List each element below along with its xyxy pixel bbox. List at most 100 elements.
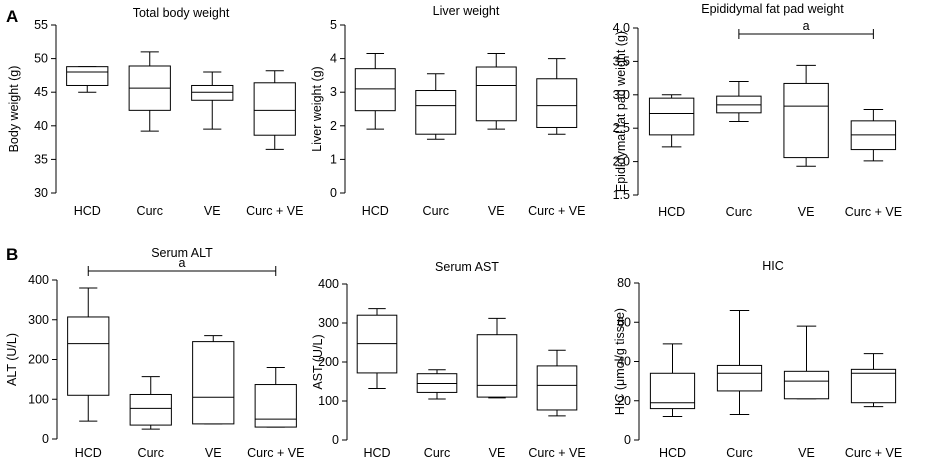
y-tick-label: 30 bbox=[34, 186, 48, 200]
y-tick-label: 100 bbox=[28, 392, 49, 406]
iqr-box bbox=[192, 341, 235, 425]
y-tick-label: 300 bbox=[28, 313, 49, 327]
chart-panel-1: Total body weight 30 35 40 45 50 55 Body weight… bbox=[7, 6, 303, 218]
x-category-label: HCD bbox=[74, 204, 101, 218]
box-4 bbox=[850, 353, 897, 408]
box-3 bbox=[475, 53, 517, 130]
box-1 bbox=[354, 53, 396, 130]
chart-panel-3: Epididymal fat pad weight 1.5 2.0 2.5 3.0 3.5… bbox=[613, 2, 902, 219]
x-category-label: Curc bbox=[137, 204, 163, 218]
iqr-box bbox=[850, 368, 897, 404]
y-tick-label: 40 bbox=[617, 355, 631, 369]
y-tick-label: 50 bbox=[34, 52, 48, 66]
iqr-box bbox=[536, 78, 578, 128]
panel-label-a: A bbox=[6, 7, 18, 26]
y-axis-label: ALT (U/L) bbox=[5, 333, 19, 386]
chart-title: Liver weight bbox=[433, 4, 500, 18]
iqr-box bbox=[476, 334, 518, 398]
y-tick-label: 45 bbox=[34, 85, 48, 99]
box-2 bbox=[415, 73, 457, 140]
x-category-label: Curc + VE bbox=[845, 205, 902, 219]
y-tick-label: 2 bbox=[330, 119, 337, 133]
iqr-box bbox=[354, 68, 396, 112]
x-category-label: HCD bbox=[362, 204, 389, 218]
box-1 bbox=[649, 343, 696, 417]
box-4 bbox=[536, 58, 578, 135]
iqr-box bbox=[536, 365, 578, 411]
iqr-box bbox=[783, 370, 830, 400]
box-1 bbox=[356, 308, 398, 390]
box-2 bbox=[716, 80, 762, 123]
y-axis-label: HIC (μmol/g tissue) bbox=[613, 308, 627, 415]
y-tick-label: 300 bbox=[318, 316, 339, 330]
y-tick-label: 4.0 bbox=[613, 21, 630, 35]
iqr-box bbox=[129, 393, 172, 426]
box-1 bbox=[67, 287, 110, 422]
box-3 bbox=[783, 325, 830, 400]
x-category-label: HCD bbox=[75, 446, 102, 460]
y-tick-label: 1.5 bbox=[613, 188, 630, 202]
iqr-box bbox=[649, 372, 696, 410]
chart-panel-4: Serum ALT 0 100 200 300 400 ALT (U/L) HCD Curc VE… bbox=[5, 246, 304, 460]
significance-label: a bbox=[803, 19, 810, 33]
y-tick-label: 55 bbox=[34, 18, 48, 32]
chart-title: Total body weight bbox=[133, 6, 230, 20]
x-category-label: Curc + VE bbox=[845, 446, 902, 460]
significance-bracket: a bbox=[738, 19, 874, 39]
box-2 bbox=[716, 309, 763, 415]
y-tick-label: 4 bbox=[330, 52, 337, 66]
x-category-label: VE bbox=[798, 205, 815, 219]
x-category-label: HCD bbox=[658, 205, 685, 219]
chart-title: HIC bbox=[762, 259, 784, 273]
y-axis-label: Liver weight (g) bbox=[310, 66, 324, 151]
x-category-label: Curc bbox=[726, 446, 752, 460]
panel-label-b: B bbox=[6, 245, 18, 264]
y-tick-label: 2.0 bbox=[613, 155, 630, 169]
x-category-label: VE bbox=[489, 446, 506, 460]
y-tick-label: 400 bbox=[28, 273, 49, 287]
box-4 bbox=[254, 366, 297, 428]
x-category-label: VE bbox=[798, 446, 815, 460]
y-tick-label: 3 bbox=[330, 85, 337, 99]
y-tick-label: 1 bbox=[330, 152, 337, 166]
y-axis-label: Epididymal fat pad weight (g) bbox=[614, 31, 628, 192]
box-2 bbox=[129, 376, 172, 430]
box-3 bbox=[192, 335, 235, 425]
chart-panel-6: HIC 0 20 40 60 80 HIC (μmol/g tissue) HCD Curc VE… bbox=[613, 259, 902, 460]
chart-title: Serum ALT bbox=[151, 246, 213, 260]
x-category-label: VE bbox=[488, 204, 505, 218]
chart-panel-5: Serum AST 0 100 200 300 400 AST (U/L) HCD Curc VE… bbox=[311, 260, 586, 460]
x-category-label: Curc bbox=[726, 205, 752, 219]
chart-panel-2: Liver weight 0 1 2 3 4 5 Liver weight (g) HCD Cur… bbox=[310, 4, 585, 218]
y-tick-label: 0 bbox=[332, 433, 339, 447]
iqr-box bbox=[475, 66, 517, 122]
y-tick-label: 5 bbox=[330, 18, 337, 32]
iqr-box bbox=[415, 90, 457, 135]
x-category-label: Curc bbox=[138, 446, 164, 460]
y-tick-label: 0 bbox=[624, 433, 631, 447]
iqr-box bbox=[66, 66, 109, 86]
x-category-label: Curc + VE bbox=[528, 204, 585, 218]
y-tick-label: 0 bbox=[330, 186, 337, 200]
y-tick-label: 100 bbox=[318, 394, 339, 408]
x-category-label: VE bbox=[205, 446, 222, 460]
box-3 bbox=[783, 64, 829, 167]
iqr-box bbox=[253, 82, 296, 136]
y-tick-label: 35 bbox=[34, 152, 48, 166]
box-4 bbox=[253, 70, 296, 150]
iqr-box bbox=[648, 97, 695, 136]
x-category-label: HCD bbox=[659, 446, 686, 460]
significance-label: a bbox=[179, 256, 186, 270]
y-tick-label: 80 bbox=[617, 276, 631, 290]
iqr-box bbox=[191, 84, 234, 101]
x-category-label: VE bbox=[204, 204, 221, 218]
x-category-label: Curc bbox=[423, 204, 449, 218]
box-1 bbox=[648, 94, 695, 148]
y-tick-label: 200 bbox=[318, 355, 339, 369]
x-category-label: HCD bbox=[363, 446, 390, 460]
x-category-label: Curc + VE bbox=[528, 446, 585, 460]
y-tick-label: 3.5 bbox=[613, 54, 630, 68]
chart-title: Serum AST bbox=[435, 260, 499, 274]
